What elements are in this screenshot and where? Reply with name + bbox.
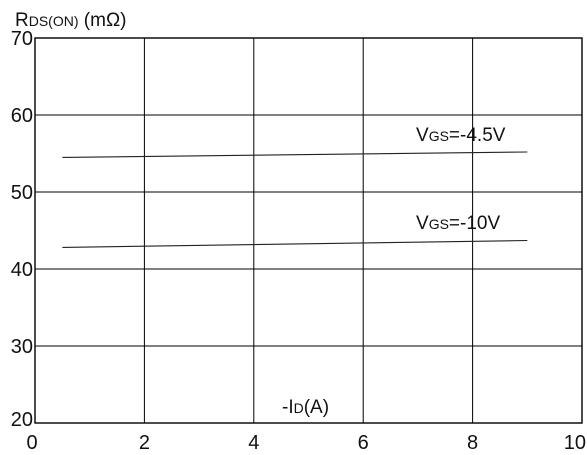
x-axis-label: -ID(A) — [282, 397, 329, 418]
y-tick-label: 70 — [11, 28, 33, 50]
x-tick-label: 4 — [248, 432, 259, 454]
series-label-vgs-10v: VGS=-10V — [416, 213, 500, 234]
y-tick-label: 40 — [11, 259, 33, 281]
y-tick-label: 60 — [11, 105, 33, 127]
y-axis-label: RDS(ON) (mΩ) — [15, 10, 126, 31]
x-axis-label-prefix: -I — [282, 397, 294, 418]
x-tick-label: 0 — [26, 432, 37, 454]
y-tick-label: 30 — [11, 336, 33, 358]
y-axis-label-sub: DS(ON) — [29, 13, 79, 29]
series-line-1 — [62, 239, 528, 248]
x-tick-label: 8 — [467, 432, 478, 454]
series-label-suffix: =-4.5V — [449, 125, 506, 146]
series-label-sub: GS — [429, 216, 449, 232]
x-tick-label: 6 — [358, 432, 369, 454]
y-axis-label-main: R — [15, 10, 29, 31]
series-label-main: V — [416, 213, 429, 234]
tick-labels: 0 2 4 6 8 10 20 30 40 50 60 70 — [11, 28, 586, 454]
grid — [34, 37, 583, 424]
x-tick-label: 2 — [139, 432, 150, 454]
series-label-suffix: =-10V — [449, 213, 501, 234]
y-tick-label: 20 — [11, 409, 33, 431]
series-label-sub: GS — [429, 128, 449, 144]
series-label-main: V — [416, 125, 429, 146]
x-axis-label-suffix: (A) — [304, 397, 329, 418]
series-lines — [62, 151, 528, 248]
plot-border — [34, 37, 583, 424]
series-line-0 — [62, 151, 528, 158]
y-tick-label: 50 — [11, 182, 33, 204]
series-label-vgs-4-5v: VGS=-4.5V — [416, 125, 506, 146]
x-axis-label-sub: D — [294, 400, 304, 416]
x-tick-label: 10 — [564, 432, 586, 454]
y-axis-label-unit: (mΩ) — [79, 10, 127, 31]
